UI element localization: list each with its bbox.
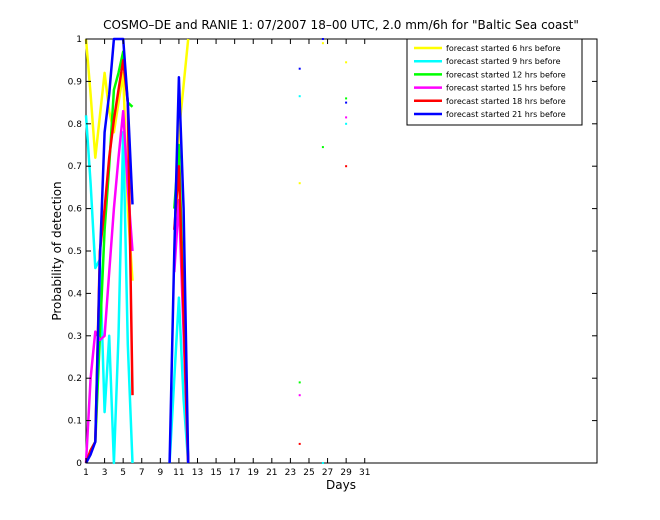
- legend: forecast started 6 hrs before forecast st…: [406, 38, 583, 126]
- data-point: [298, 381, 301, 384]
- y-tick-label: 0.1: [68, 417, 82, 427]
- x-tick-label: 29: [340, 468, 352, 478]
- y-tick-label: 0.7: [68, 162, 82, 172]
- data-point: [321, 146, 324, 149]
- x-tick-label: 15: [210, 468, 221, 478]
- x-tick-label: 23: [285, 468, 296, 478]
- chart-title: COSMO–DE and RANIE 1: 07/2007 18–00 UTC,…: [103, 18, 579, 32]
- x-tick-label: 21: [266, 468, 277, 478]
- x-tick-label: 17: [229, 468, 240, 478]
- y-tick-label: 0.3: [68, 332, 82, 342]
- data-point: [345, 97, 348, 100]
- series-2: [84, 95, 348, 465]
- legend-label: forecast started 15 hrs before: [446, 84, 566, 93]
- series-line: [84, 115, 134, 465]
- data-point: [345, 165, 348, 168]
- series-layer: [84, 37, 348, 465]
- data-point: [345, 116, 348, 119]
- series-line: [84, 109, 134, 464]
- x-tick-label: 13: [192, 468, 203, 478]
- data-point: [298, 442, 301, 445]
- data-point: [321, 42, 324, 45]
- data-point: [298, 394, 301, 397]
- data-point: [345, 101, 348, 104]
- x-tick-label: 5: [120, 468, 126, 478]
- data-point: [298, 95, 301, 98]
- data-point: [298, 67, 301, 70]
- series-6: [84, 37, 348, 464]
- x-tick-label: 7: [139, 468, 145, 478]
- legend-label: forecast started 6 hrs before: [446, 44, 561, 53]
- y-tick-label: 0.9: [68, 77, 83, 87]
- x-axis-label: Days: [326, 478, 356, 492]
- data-point: [321, 38, 324, 40]
- x-tick-label: 3: [102, 468, 108, 478]
- legend-label: forecast started 18 hrs before: [446, 97, 566, 106]
- x-tick-label: 27: [322, 468, 333, 478]
- y-axis-label: Probability of detection: [50, 181, 64, 320]
- legend-box: [406, 38, 583, 126]
- legend-label: forecast started 21 hrs before: [446, 110, 566, 119]
- y-tick-label: 0.8: [68, 120, 83, 130]
- data-point: [321, 462, 324, 464]
- x-tick-label: 1: [83, 468, 89, 478]
- data-point: [345, 61, 348, 64]
- y-tick-label: 0.4: [68, 289, 83, 299]
- y-tick-label: 0.6: [68, 205, 83, 215]
- legend-items: forecast started 6 hrs before forecast st…: [414, 44, 566, 119]
- x-tick-label: 9: [157, 468, 163, 478]
- y-tick-label: 0.5: [68, 247, 82, 257]
- ticks-layer: 1 3 5 7 9 11 13 15 17 19 21 23 25 27 29 3100.10.20.30.4…: [68, 35, 597, 478]
- data-point: [298, 182, 301, 185]
- x-tick-label: 19: [248, 468, 260, 478]
- series-line: [168, 75, 190, 464]
- series-line: [168, 296, 190, 464]
- data-point: [345, 122, 348, 125]
- legend-label: forecast started 9 hrs before: [446, 57, 561, 66]
- x-tick-label: 11: [173, 468, 184, 478]
- series-line: [84, 37, 134, 464]
- y-tick-label: 1: [76, 35, 82, 45]
- y-tick-label: 0.2: [68, 374, 82, 384]
- x-tick-label: 31: [359, 468, 370, 478]
- x-tick-label: 25: [303, 468, 314, 478]
- y-tick-label: 0: [76, 459, 82, 469]
- legend-label: forecast started 12 hrs before: [446, 70, 566, 79]
